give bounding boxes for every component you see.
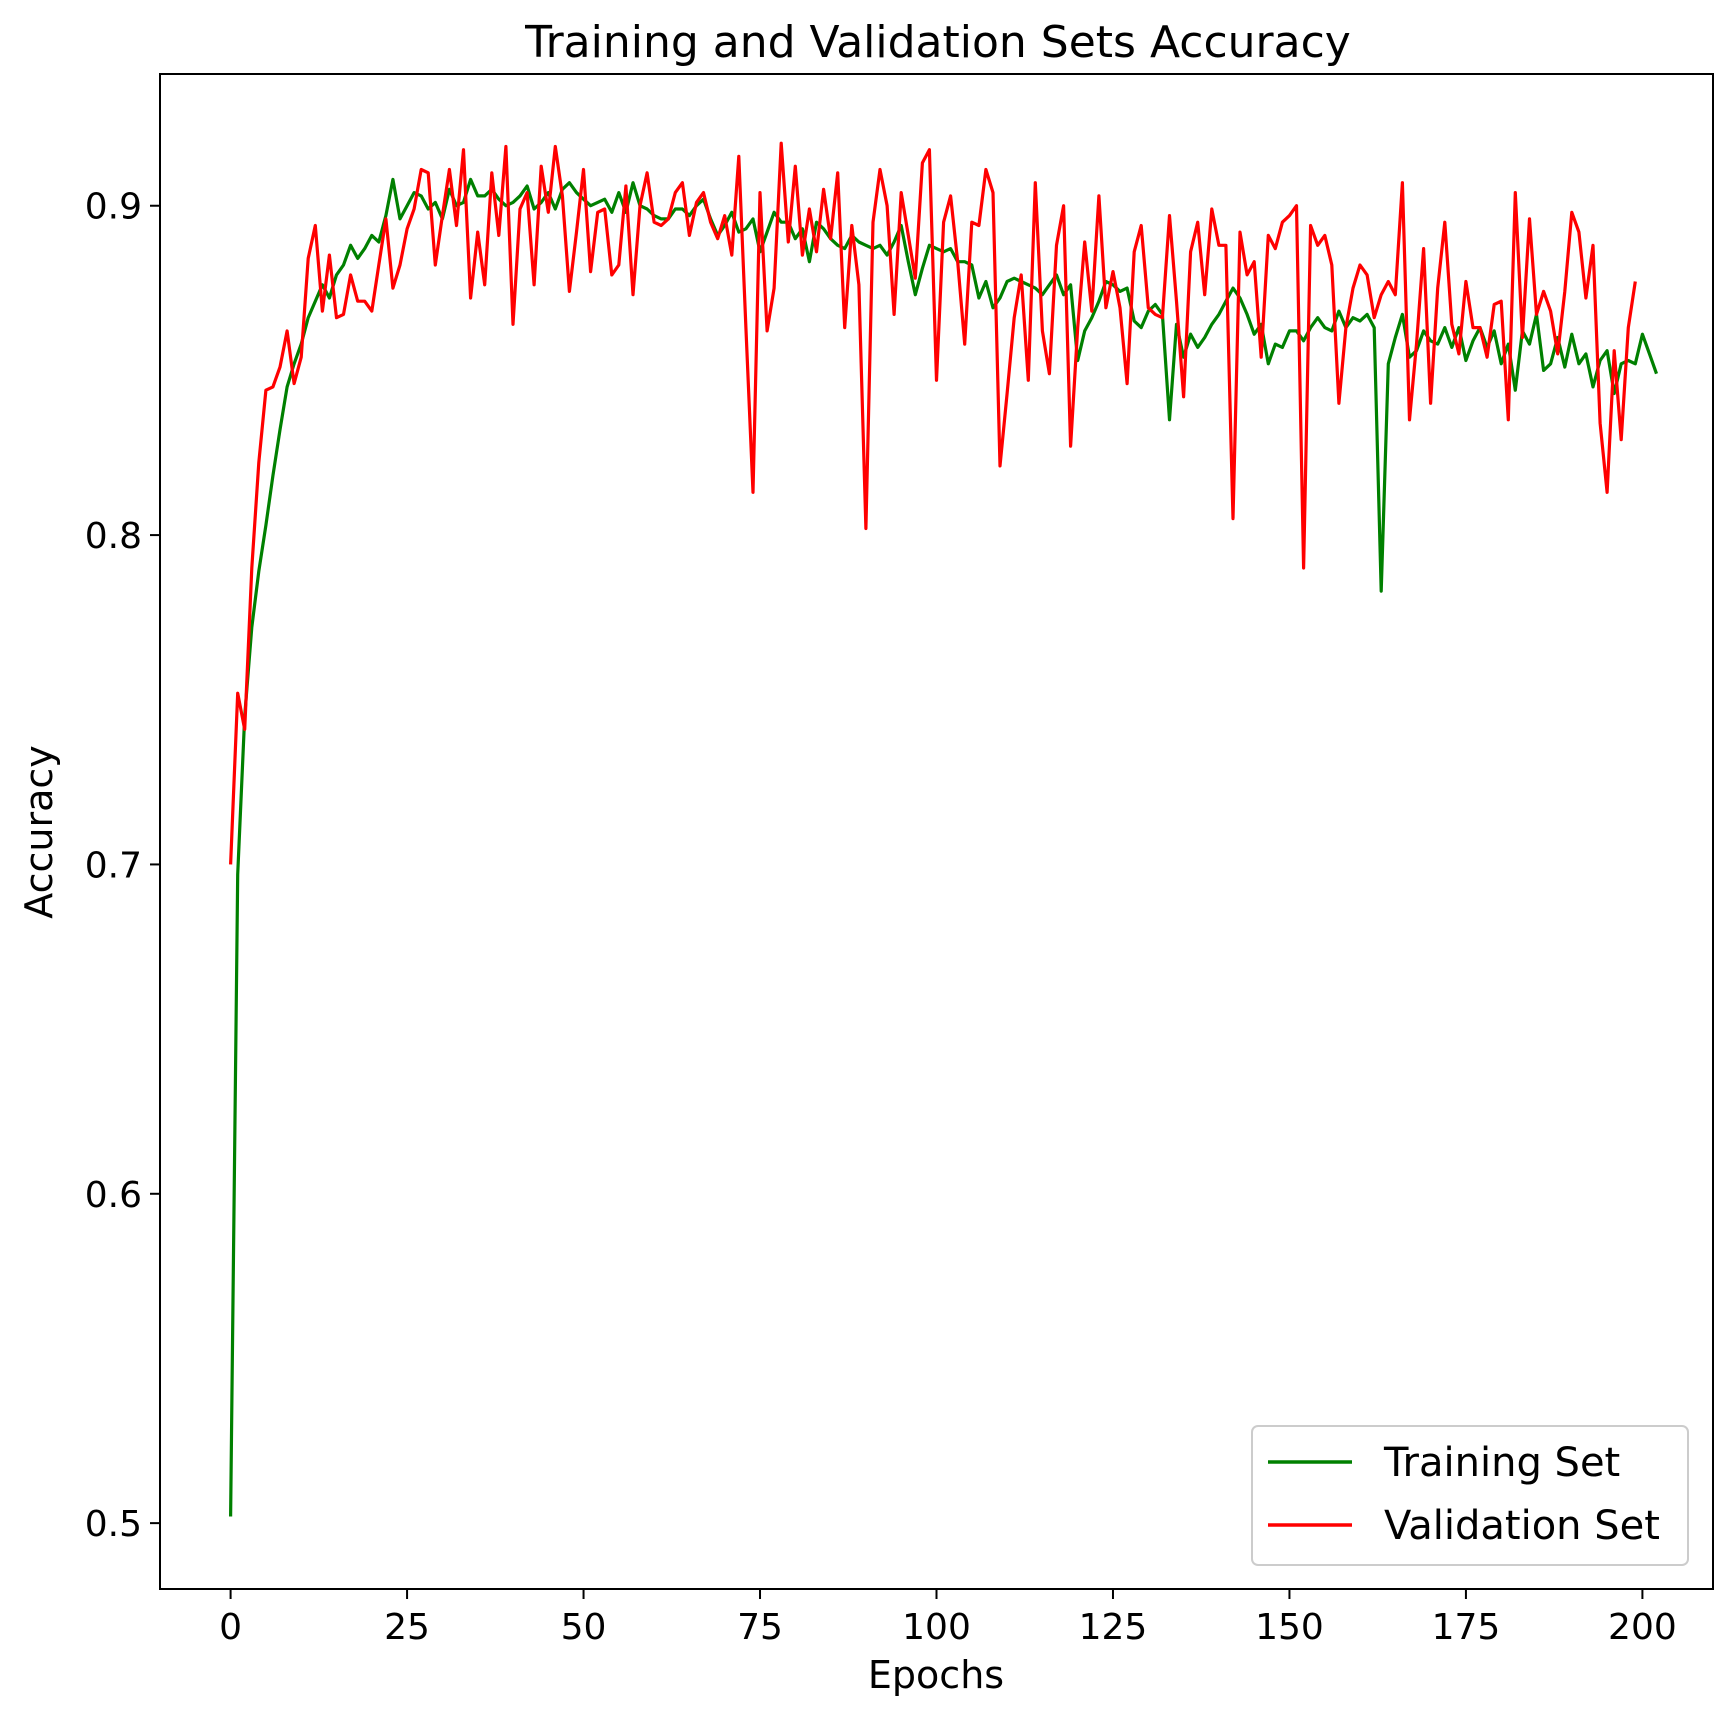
y-tick-label: 0.9 xyxy=(85,187,142,228)
y-axis-label: Accuracy xyxy=(17,745,61,919)
series-line-validation-set xyxy=(229,141,1637,865)
x-tick-label: 150 xyxy=(1255,1607,1324,1648)
y-tick-label: 0.7 xyxy=(85,845,142,886)
legend-label-validation-set: Validation Set xyxy=(1384,1503,1660,1549)
series-layer xyxy=(229,141,1659,1517)
chart-title: Training and Validation Sets Accuracy xyxy=(524,17,1351,68)
y-tick-label: 0.8 xyxy=(85,516,142,557)
legend: Training Set Validation Set xyxy=(1251,1425,1689,1566)
x-tick-label: 0 xyxy=(219,1607,242,1648)
x-tick-label: 75 xyxy=(737,1607,783,1648)
y-tick-label: 0.5 xyxy=(85,1504,142,1545)
legend-box xyxy=(1251,1425,1689,1566)
legend-label-training-set: Training Set xyxy=(1383,1440,1620,1486)
x-tick-label: 175 xyxy=(1432,1607,1501,1648)
x-tick-label: 125 xyxy=(1079,1607,1148,1648)
x-axis-ticks: 0 25 50 75 100 125 150 175 200 xyxy=(219,1589,1677,1648)
x-tick-label: 25 xyxy=(384,1607,430,1648)
y-tick-label: 0.6 xyxy=(85,1175,142,1216)
x-tick-label: 100 xyxy=(902,1607,971,1648)
x-tick-label: 50 xyxy=(561,1607,607,1648)
x-tick-label: 200 xyxy=(1608,1607,1677,1648)
y-axis-ticks: 0.5 0.6 0.7 0.8 0.9 xyxy=(85,187,160,1545)
x-axis-label: Epochs xyxy=(868,1653,1004,1697)
